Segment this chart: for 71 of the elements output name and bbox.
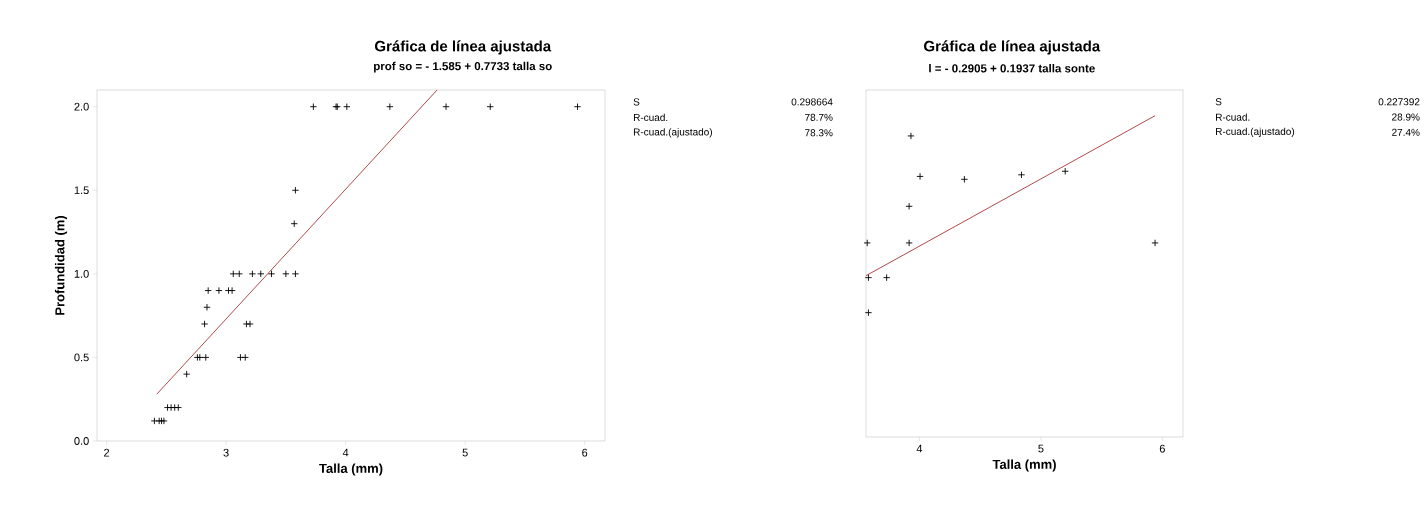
text: R-cuad.(ajustado)	[1216, 127, 1295, 137]
x-axis-title: Talla (mm)	[992, 459, 1056, 472]
point	[167, 403, 175, 412]
x-tick-label: 3	[223, 448, 229, 457]
point	[257, 270, 265, 278]
y-tick-label: 0.0	[74, 437, 89, 445]
chart-subtitle: l = - 0.2905 + 0.1937 talla sonte	[929, 64, 1095, 73]
point	[246, 320, 254, 328]
point	[235, 270, 243, 278]
chart-title: Gráfica de línea ajustada	[924, 40, 1101, 55]
point	[864, 273, 873, 282]
point	[442, 103, 450, 111]
text: 0.227392	[1378, 98, 1420, 106]
x-axis-title: Talla (mm)	[319, 463, 383, 476]
x-tick-label: 6	[1159, 444, 1165, 453]
text: 28.9%	[1392, 113, 1420, 121]
point	[386, 103, 394, 111]
point	[864, 309, 873, 317]
point	[960, 175, 969, 183]
text: 78.7%	[805, 113, 833, 121]
text: 0.298664	[791, 98, 833, 106]
point	[150, 417, 159, 425]
point	[183, 370, 191, 378]
point	[486, 103, 494, 111]
point	[863, 239, 871, 247]
point	[343, 103, 351, 111]
point	[309, 103, 318, 111]
point	[1151, 239, 1159, 247]
point	[248, 270, 257, 278]
point	[907, 132, 915, 140]
x-tick-label: 4	[916, 444, 923, 453]
chart-title: Gráfica de línea ajustada	[375, 40, 552, 55]
text: R-cuad.	[1216, 113, 1250, 121]
point	[883, 273, 891, 282]
y-tick-label: 1.5	[74, 186, 89, 195]
text: R-cuad.(ajustado)	[633, 128, 712, 138]
text: R-cuad.	[633, 113, 668, 122]
point	[573, 103, 582, 111]
chart-subtitle: prof so = - 1.585 + 0.7733 talla so	[374, 61, 552, 73]
y-tick-label: 0.5	[74, 353, 89, 362]
point	[200, 320, 209, 328]
point	[241, 353, 249, 362]
point	[236, 353, 245, 362]
point	[290, 220, 298, 228]
point	[202, 353, 210, 362]
point	[916, 172, 924, 181]
point	[203, 303, 211, 311]
y-tick-label: 2.0	[74, 102, 89, 111]
point	[905, 202, 913, 210]
x-tick-label: 5	[462, 448, 468, 457]
text: 27.4%	[1392, 128, 1420, 136]
text: S	[633, 98, 640, 106]
x-tick-label: 6	[582, 448, 588, 457]
x-tick-label: 2	[104, 448, 110, 457]
point	[905, 239, 913, 247]
point	[204, 286, 212, 295]
point	[215, 286, 223, 295]
x-tick-label: 4	[342, 448, 349, 457]
point	[291, 186, 300, 194]
text: S	[1215, 98, 1222, 106]
point	[229, 270, 237, 278]
point	[267, 270, 276, 278]
point	[291, 270, 300, 278]
point	[1017, 171, 1026, 179]
y-axis-title: Profundidad (m)	[54, 215, 68, 315]
y-tick-label: 1.0	[74, 269, 89, 278]
x-tick-label: 5	[1038, 444, 1044, 453]
point	[1061, 167, 1069, 175]
text: 78.3%	[805, 129, 833, 137]
point	[228, 286, 236, 295]
point	[282, 270, 290, 278]
